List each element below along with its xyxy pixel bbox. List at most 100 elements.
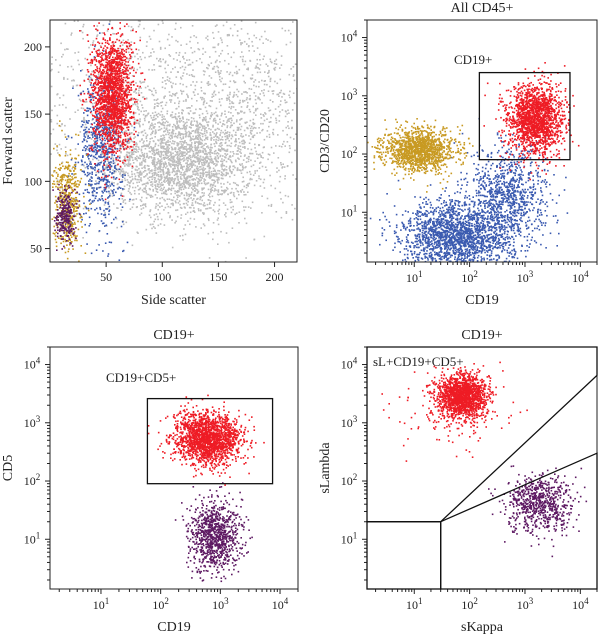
data-point	[152, 116, 155, 119]
data-point	[205, 171, 208, 174]
data-point	[195, 136, 197, 138]
data-point	[115, 138, 118, 141]
data-point	[265, 169, 268, 171]
data-point	[114, 56, 117, 59]
data-point	[202, 169, 204, 172]
data-point	[141, 139, 143, 141]
data-point	[269, 40, 272, 43]
data-point	[175, 76, 178, 78]
data-point	[125, 155, 128, 157]
data-point	[221, 168, 223, 170]
data-point	[157, 183, 159, 186]
data-point	[161, 151, 163, 153]
data-point	[281, 27, 284, 30]
data-point	[113, 73, 116, 75]
data-point	[131, 206, 134, 209]
data-point	[170, 153, 173, 156]
data-point	[226, 144, 228, 147]
data-point	[189, 40, 191, 43]
data-point	[116, 87, 119, 89]
data-point	[96, 35, 98, 37]
data-point	[202, 204, 205, 206]
data-point	[192, 117, 195, 120]
data-point	[183, 140, 186, 143]
data-point	[74, 52, 76, 54]
data-point	[259, 185, 262, 187]
data-point	[159, 58, 161, 61]
data-point	[194, 84, 197, 87]
data-point	[192, 112, 195, 115]
data-point	[121, 107, 124, 110]
data-point	[192, 81, 194, 83]
data-point	[220, 230, 222, 233]
data-point	[179, 117, 182, 120]
data-point	[226, 148, 229, 151]
data-point	[71, 173, 73, 175]
data-point	[151, 162, 153, 164]
data-point	[193, 91, 195, 94]
data-point	[178, 131, 180, 133]
data-point	[263, 115, 265, 117]
data-point	[100, 196, 103, 198]
data-point	[132, 28, 134, 30]
data-point	[245, 91, 247, 93]
data-point	[236, 88, 238, 91]
data-point	[103, 142, 106, 145]
data-point	[107, 105, 110, 108]
data-point	[135, 198, 138, 200]
data-point	[257, 67, 260, 69]
data-point	[132, 148, 134, 151]
data-point	[114, 139, 117, 142]
data-point	[159, 175, 162, 178]
data-points	[50, 20, 297, 262]
data-point	[259, 64, 262, 66]
data-point	[183, 154, 185, 157]
data-point	[280, 145, 283, 148]
data-point	[148, 88, 150, 91]
data-point	[185, 128, 187, 130]
data-point	[87, 207, 90, 210]
data-point	[139, 171, 142, 174]
data-point	[178, 54, 180, 56]
data-point	[243, 155, 246, 157]
data-point	[269, 99, 272, 101]
data-point	[138, 148, 140, 150]
data-point	[183, 126, 185, 128]
data-point	[190, 163, 193, 165]
data-point	[188, 195, 190, 198]
data-point	[83, 202, 85, 205]
data-point	[157, 178, 160, 180]
data-point	[66, 48, 68, 50]
data-point	[187, 168, 189, 171]
data-point	[82, 25, 84, 28]
data-point	[105, 183, 107, 186]
data-point	[165, 177, 167, 179]
data-point	[287, 195, 290, 198]
data-point	[202, 159, 205, 161]
data-point	[71, 222, 73, 224]
data-point	[89, 99, 92, 101]
data-point	[106, 163, 108, 166]
data-point	[202, 70, 205, 72]
data-point	[99, 156, 102, 158]
data-point	[189, 133, 191, 135]
data-point	[181, 116, 184, 119]
data-point	[209, 183, 212, 186]
data-point	[182, 72, 185, 74]
data-point	[113, 182, 115, 184]
data-point	[129, 137, 131, 140]
data-point	[231, 171, 233, 173]
data-point	[179, 152, 181, 154]
data-point	[268, 136, 271, 138]
data-point	[184, 148, 186, 150]
data-point	[133, 91, 135, 93]
data-point	[168, 33, 170, 36]
data-point	[105, 153, 108, 156]
data-point	[194, 174, 197, 176]
data-point	[91, 183, 93, 186]
data-point	[162, 172, 165, 174]
data-point	[149, 194, 151, 197]
data-point	[165, 157, 167, 159]
data-point	[136, 143, 138, 146]
